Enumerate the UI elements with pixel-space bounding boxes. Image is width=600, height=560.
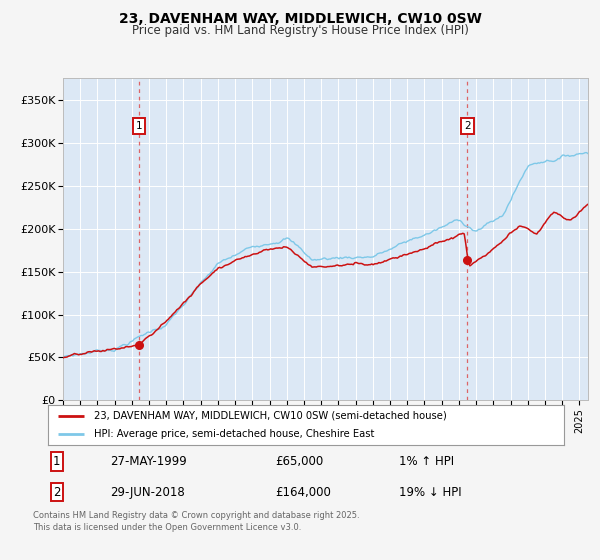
Text: 1% ↑ HPI: 1% ↑ HPI xyxy=(399,455,454,468)
Text: £164,000: £164,000 xyxy=(275,486,331,498)
Text: Contains HM Land Registry data © Crown copyright and database right 2025.
This d: Contains HM Land Registry data © Crown c… xyxy=(33,511,359,531)
Text: 1: 1 xyxy=(136,120,142,130)
Text: 1: 1 xyxy=(53,455,61,468)
Text: 23, DAVENHAM WAY, MIDDLEWICH, CW10 0SW: 23, DAVENHAM WAY, MIDDLEWICH, CW10 0SW xyxy=(119,12,481,26)
Text: 2: 2 xyxy=(53,486,61,498)
Text: 29-JUN-2018: 29-JUN-2018 xyxy=(110,486,185,498)
Text: HPI: Average price, semi-detached house, Cheshire East: HPI: Average price, semi-detached house,… xyxy=(94,430,375,439)
Text: Price paid vs. HM Land Registry's House Price Index (HPI): Price paid vs. HM Land Registry's House … xyxy=(131,24,469,36)
Text: 19% ↓ HPI: 19% ↓ HPI xyxy=(399,486,461,498)
Text: £65,000: £65,000 xyxy=(275,455,323,468)
Text: 2: 2 xyxy=(464,120,470,130)
Text: 27-MAY-1999: 27-MAY-1999 xyxy=(110,455,187,468)
Text: 23, DAVENHAM WAY, MIDDLEWICH, CW10 0SW (semi-detached house): 23, DAVENHAM WAY, MIDDLEWICH, CW10 0SW (… xyxy=(94,411,447,421)
